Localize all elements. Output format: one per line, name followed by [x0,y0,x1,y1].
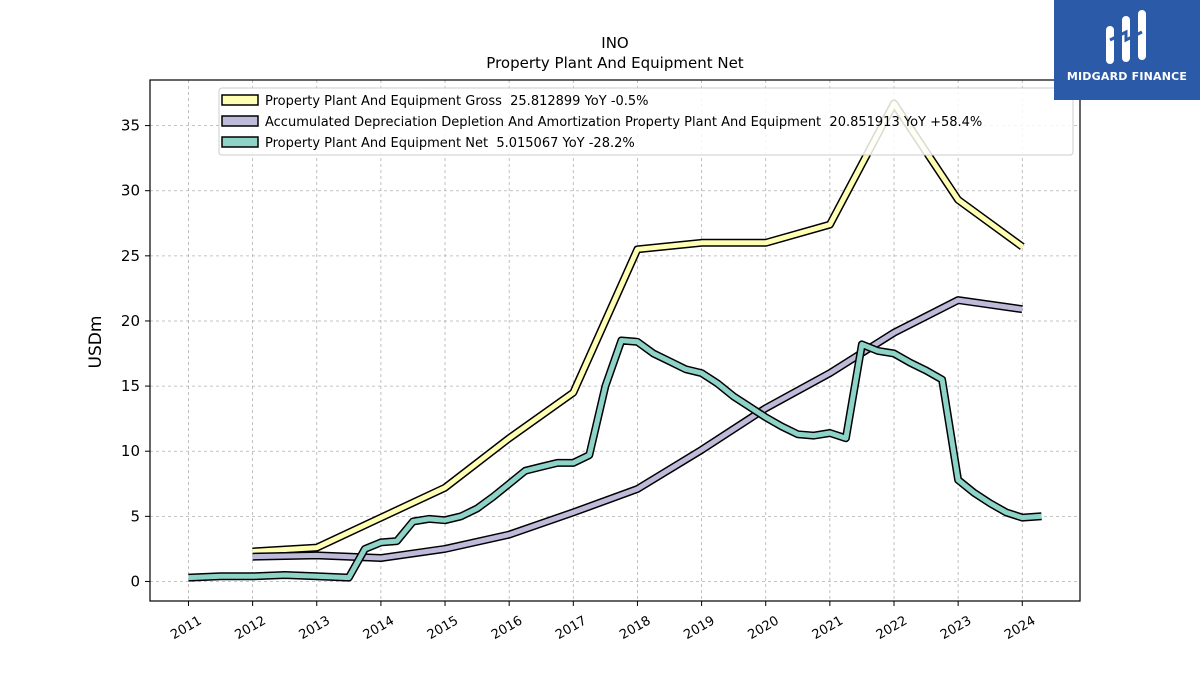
legend-swatch [221,94,259,106]
y-tick-label: 0 [130,572,140,590]
chart-subtitle: Property Plant And Equipment Net [486,54,743,72]
y-tick-label: 20 [121,312,140,330]
legend-swatch [221,136,259,148]
x-tick-label: 2019 [681,613,717,643]
legend: Property Plant And Equipment Gross 25.81… [218,87,1074,156]
x-tick-label: 2011 [168,613,204,643]
chart-title: INO [601,34,628,52]
x-tick-label: 2023 [938,613,974,643]
legend-label: Property Plant And Equipment Net 5.01506… [265,136,635,151]
brand-logo: MIDGARD FINANCE [1054,0,1200,100]
y-axis-label: USDm [86,316,106,369]
series-line [252,297,1023,561]
legend-box [218,87,1074,156]
y-tick-label: 25 [121,247,140,265]
legend-label: Accumulated Depreciation Depletion And A… [265,115,982,130]
series-line [188,338,1042,581]
x-tick-label: 2017 [553,613,589,643]
series-1 [252,296,1023,562]
x-tick-label: 2022 [874,613,910,643]
y-tick-label: 15 [121,377,140,395]
x-tick-label: 2018 [617,613,653,643]
x-tick-label: 2024 [1002,613,1038,643]
y-tick-label: 10 [121,442,140,460]
plot-frame [149,79,1081,602]
y-tick-label: 35 [121,117,140,135]
series-2 [188,336,1042,582]
x-tick-label: 2015 [425,613,461,643]
gridlines [150,80,1080,601]
x-tick-label: 2012 [232,613,268,643]
y-tick-label: 30 [121,182,140,200]
brand-name: MIDGARD FINANCE [1066,70,1188,83]
x-tick-label: 2014 [361,613,397,643]
x-tick-label: 2016 [489,613,525,643]
legend-label: Property Plant And Equipment Gross 25.81… [265,94,649,109]
midgard-logo-icon [1106,10,1146,64]
legend-swatch [221,115,259,127]
y-tick-label: 5 [130,507,140,525]
x-tick-label: 2021 [810,613,846,643]
x-tick-label: 2013 [297,613,333,643]
x-tick-label: 2020 [746,613,782,643]
